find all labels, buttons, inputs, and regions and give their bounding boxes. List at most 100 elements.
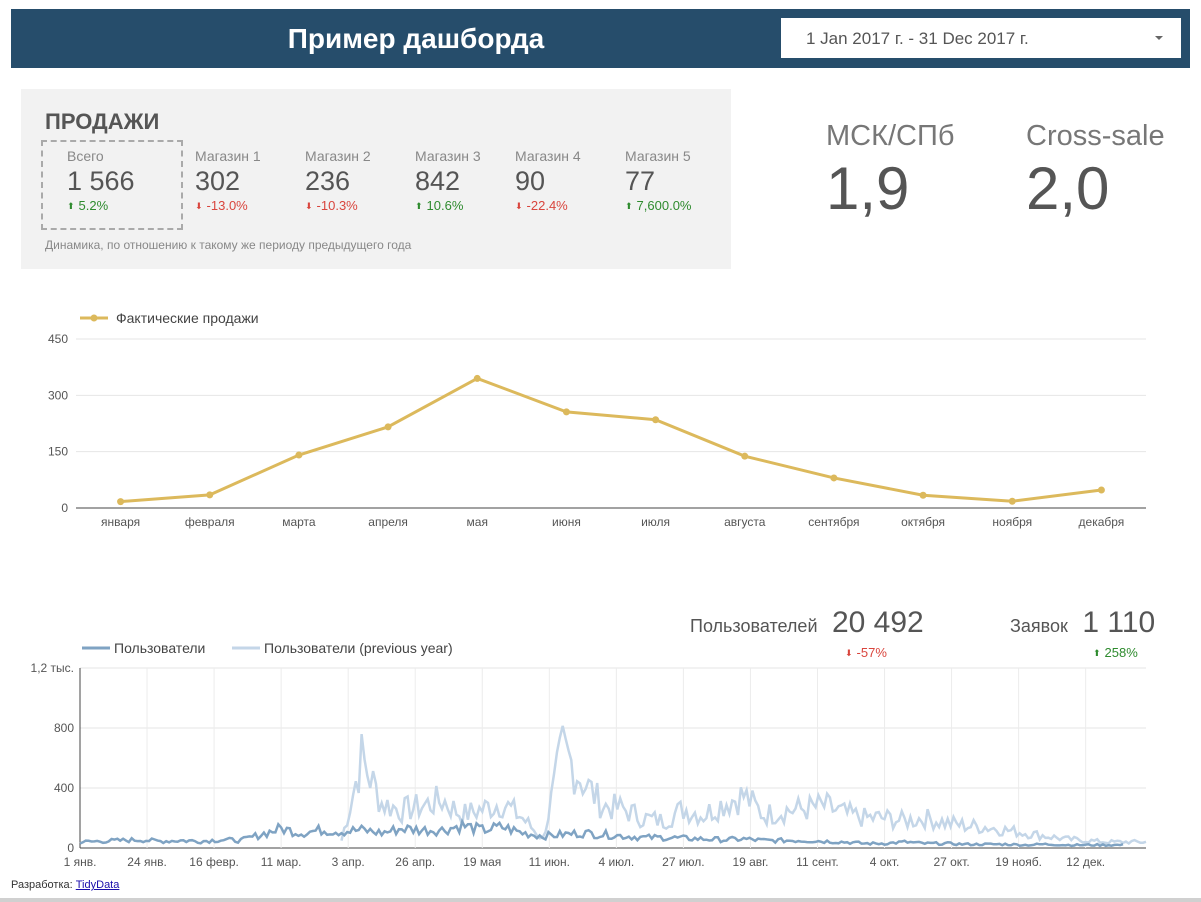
legend-marker bbox=[90, 314, 98, 322]
kpi-store-5: Магазин 5 77 ⬆ 7,600.0% bbox=[625, 147, 691, 215]
arrow-up-icon: ⬆ bbox=[1093, 648, 1101, 658]
kpi-store-1: Магазин 1 302 ⬇ -13.0% bbox=[195, 147, 261, 215]
kpi-value: 236 bbox=[305, 166, 351, 196]
x-tick-label: августа bbox=[724, 515, 766, 529]
kpi-delta: ⬆ 10.6% bbox=[415, 197, 481, 215]
kpi-label: Всего bbox=[67, 148, 104, 164]
kpi-value: 1 566 bbox=[67, 166, 135, 196]
y-tick-label: 400 bbox=[54, 781, 74, 795]
arrow-up-icon: ⬆ bbox=[625, 201, 633, 211]
x-tick-label: 19 мая bbox=[463, 855, 501, 869]
x-tick-label: 19 нояб. bbox=[995, 855, 1042, 869]
x-tick-label: июня bbox=[552, 515, 581, 529]
kpi-delta: ⬆ 7,600.0% bbox=[625, 197, 691, 215]
y-tick-label: 450 bbox=[48, 332, 68, 346]
footer: Разработка: TidyData bbox=[11, 879, 119, 891]
x-tick-label: декабря bbox=[1079, 515, 1125, 529]
x-tick-label: ноября bbox=[992, 515, 1032, 529]
orders-stat-label: Заявок bbox=[1010, 616, 1068, 636]
users-delta-value: -57% bbox=[856, 645, 887, 660]
ratio-cross-sale: Cross-sale 2,0 bbox=[1026, 118, 1165, 224]
kpi-delta-value: -10.3% bbox=[316, 198, 358, 213]
footer-link[interactable]: TidyData bbox=[75, 879, 120, 891]
kpi-store-3: Магазин 3 842 ⬆ 10.6% bbox=[415, 147, 481, 215]
orders-delta-value: 258% bbox=[1104, 645, 1138, 660]
ratio-label: Cross-sale bbox=[1026, 120, 1165, 152]
x-tick-label: октября bbox=[901, 515, 945, 529]
y-tick-label: 800 bbox=[54, 721, 74, 735]
kpi-store-2: Магазин 2 236 ⬇ -10.3% bbox=[305, 147, 371, 215]
kpi-delta-value: 7,600.0% bbox=[636, 198, 692, 213]
users-stat-delta: ⬇ -57% bbox=[845, 645, 887, 660]
series-line-users bbox=[79, 818, 1124, 848]
kpi-delta: ⬇ -13.0% bbox=[195, 197, 261, 215]
kpi-label: Магазин 3 bbox=[415, 148, 481, 164]
data-point bbox=[741, 452, 749, 460]
y-tick-label: 1,2 тыс. bbox=[31, 661, 74, 675]
kpi-value: 77 bbox=[625, 166, 656, 196]
date-range-picker[interactable]: 1 Jan 2017 г. - 31 Dec 2017 г. bbox=[781, 18, 1181, 58]
legend-label: Пользователи (previous year) bbox=[264, 640, 453, 656]
x-tick-label: сентября bbox=[808, 515, 859, 529]
x-tick-label: 4 окт. bbox=[870, 855, 900, 869]
legend-label: Фактические продажи bbox=[116, 310, 259, 326]
data-point bbox=[652, 416, 660, 424]
ratio-label: МСК/СПб bbox=[826, 120, 955, 152]
x-tick-label: 4 июл. bbox=[598, 855, 634, 869]
arrow-up-icon: ⬆ bbox=[415, 201, 423, 211]
y-tick-label: 0 bbox=[67, 841, 74, 855]
users-stat: Пользователей 20 492 bbox=[690, 606, 924, 640]
kpi-label: Магазин 4 bbox=[515, 148, 581, 164]
sales-title: ПРОДАЖИ bbox=[45, 109, 160, 134]
data-point bbox=[473, 374, 481, 382]
footer-prefix: Разработка: bbox=[11, 879, 73, 891]
kpi-delta-value: 5.2% bbox=[78, 198, 109, 213]
ratio-value: 2,0 bbox=[1026, 155, 1110, 222]
x-tick-label: 11 мар. bbox=[261, 855, 302, 869]
x-tick-label: 16 февр. bbox=[189, 855, 239, 869]
data-point bbox=[562, 408, 570, 416]
x-tick-label: 11 июн. bbox=[529, 855, 570, 869]
x-tick-label: 19 авг. bbox=[732, 855, 768, 869]
total-kpi-frame bbox=[41, 140, 183, 230]
data-point bbox=[830, 474, 838, 482]
data-point bbox=[1008, 497, 1016, 505]
caret-down-icon[interactable] bbox=[1155, 36, 1163, 40]
sales-line-chart: 0 150 300 450 января февраля марта апреля мая июн… bbox=[48, 310, 1146, 529]
y-tick-label: 0 bbox=[61, 501, 68, 515]
data-point bbox=[384, 423, 392, 431]
y-tick-label: 150 bbox=[48, 445, 68, 459]
sales-note: Динамика, по отношению к такому же перио… bbox=[45, 238, 412, 252]
kpi-delta-value: -22.4% bbox=[526, 198, 568, 213]
x-tick-label: января bbox=[101, 515, 140, 529]
users-line-chart: 0 400 800 1,2 тыс. 1 янв. 24 янв. 16 февр. 11 м… bbox=[31, 640, 1147, 869]
arrow-down-icon: ⬇ bbox=[195, 201, 203, 211]
x-tick-label: 26 апр. bbox=[395, 855, 435, 869]
x-tick-label: мая bbox=[467, 515, 488, 529]
x-tick-label: 27 окт. bbox=[933, 855, 969, 869]
kpi-value: 302 bbox=[195, 166, 241, 196]
x-tick-label: 1 янв. bbox=[64, 855, 97, 869]
ratio-value: 1,9 bbox=[826, 155, 910, 222]
users-stat-label: Пользователей bbox=[690, 616, 818, 636]
data-point bbox=[919, 491, 927, 499]
x-tick-label: апреля bbox=[368, 515, 408, 529]
kpi-delta: ⬇ -22.4% bbox=[515, 197, 581, 215]
kpi-label: Магазин 1 bbox=[195, 148, 261, 164]
x-tick-label: 3 апр. bbox=[332, 855, 365, 869]
orders-stat-delta: ⬆ 258% bbox=[1093, 645, 1138, 660]
x-tick-label: июля bbox=[641, 515, 670, 529]
x-tick-label: марта bbox=[282, 515, 316, 529]
kpi-label: Магазин 5 bbox=[625, 148, 691, 164]
data-point bbox=[1097, 486, 1105, 494]
legend-label: Пользователи bbox=[114, 640, 205, 656]
data-point bbox=[295, 451, 303, 459]
kpi-delta-value: 10.6% bbox=[426, 198, 464, 213]
users-stat-value: 20 492 bbox=[831, 606, 924, 639]
arrow-down-icon: ⬇ bbox=[515, 201, 523, 211]
arrow-down-icon: ⬇ bbox=[845, 648, 853, 658]
kpi-label: Магазин 2 bbox=[305, 148, 371, 164]
data-point bbox=[117, 498, 125, 506]
date-range-value: 1 Jan 2017 г. - 31 Dec 2017 г. bbox=[806, 29, 1029, 48]
kpi-store-4: Магазин 4 90 ⬇ -22.4% bbox=[515, 147, 581, 215]
